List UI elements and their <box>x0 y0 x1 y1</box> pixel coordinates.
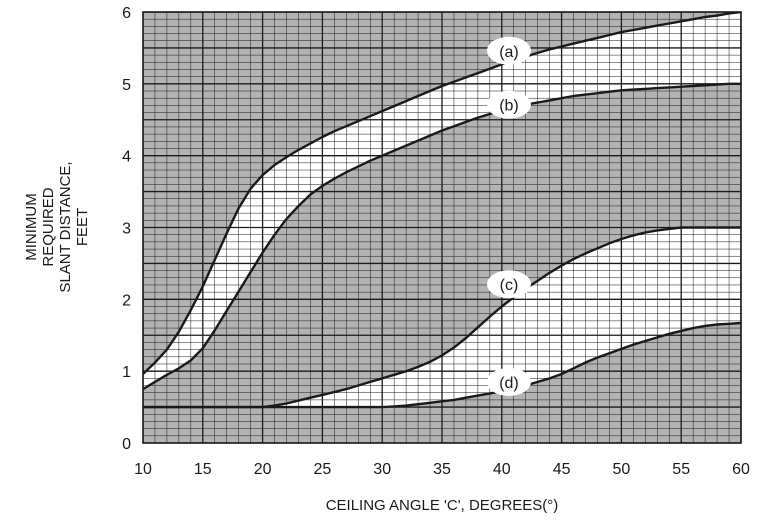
x-tick-label: 35 <box>433 461 451 478</box>
curve-labels: (a) (b) (c) (d) <box>486 36 531 396</box>
x-tick-label: 30 <box>373 461 391 478</box>
y-tick-label: 1 <box>122 364 131 381</box>
curve-label-bg-b <box>486 90 531 119</box>
curve-label-bg-d <box>486 367 531 396</box>
curve-label-a: (a) <box>499 44 519 61</box>
x-tick-label: 15 <box>194 461 212 478</box>
y-tick-label: 3 <box>122 221 131 238</box>
curves <box>143 12 741 409</box>
x-tick-label: 10 <box>134 461 152 478</box>
y-axis-title-line-2: REQUIRED <box>40 187 57 266</box>
y-axis-title-line-1: MINIMUM <box>23 193 40 261</box>
curve-label-b: (b) <box>499 98 519 115</box>
y-tick-label: 5 <box>122 77 131 94</box>
curve-d <box>143 321 741 409</box>
grid-lines <box>143 12 741 443</box>
y-axis-title: MINIMUM REQUIRED SLANT DISTANCE, FEET <box>23 161 91 292</box>
x-tick-label: 20 <box>254 461 272 478</box>
curve-b <box>143 82 741 391</box>
curve-label-bg-a <box>486 36 531 65</box>
y-tick-label: 6 <box>122 5 131 22</box>
curve-label-d: (d) <box>499 375 519 392</box>
x-tick-label: 40 <box>493 461 511 478</box>
shaded-region-1 <box>143 12 741 374</box>
shaded-region-3 <box>143 323 741 443</box>
curve-c <box>143 226 741 409</box>
y-tick-label: 2 <box>122 292 131 309</box>
y-axis-title-line-3: SLANT DISTANCE, <box>57 161 74 292</box>
x-tick-label: 60 <box>732 461 750 478</box>
x-tick-label: 25 <box>314 461 332 478</box>
y-tick-label: 4 <box>122 149 131 166</box>
curve-a <box>143 12 741 375</box>
curve-label-bg-c <box>486 270 531 299</box>
curve-label-c: (c) <box>500 277 519 294</box>
y-tick-labels: 0 1 2 3 4 5 6 <box>122 5 131 453</box>
y-tick-label: 0 <box>122 436 131 453</box>
x-tick-label: 55 <box>672 461 690 478</box>
x-tick-labels: 10 15 20 25 30 35 40 45 50 55 60 <box>134 461 750 478</box>
x-tick-label: 50 <box>613 461 631 478</box>
y-axis-title-line-4: FEET <box>74 208 91 246</box>
x-tick-label: 45 <box>553 461 571 478</box>
x-axis-title: CEILING ANGLE 'C', DEGREES(°) <box>326 497 559 514</box>
